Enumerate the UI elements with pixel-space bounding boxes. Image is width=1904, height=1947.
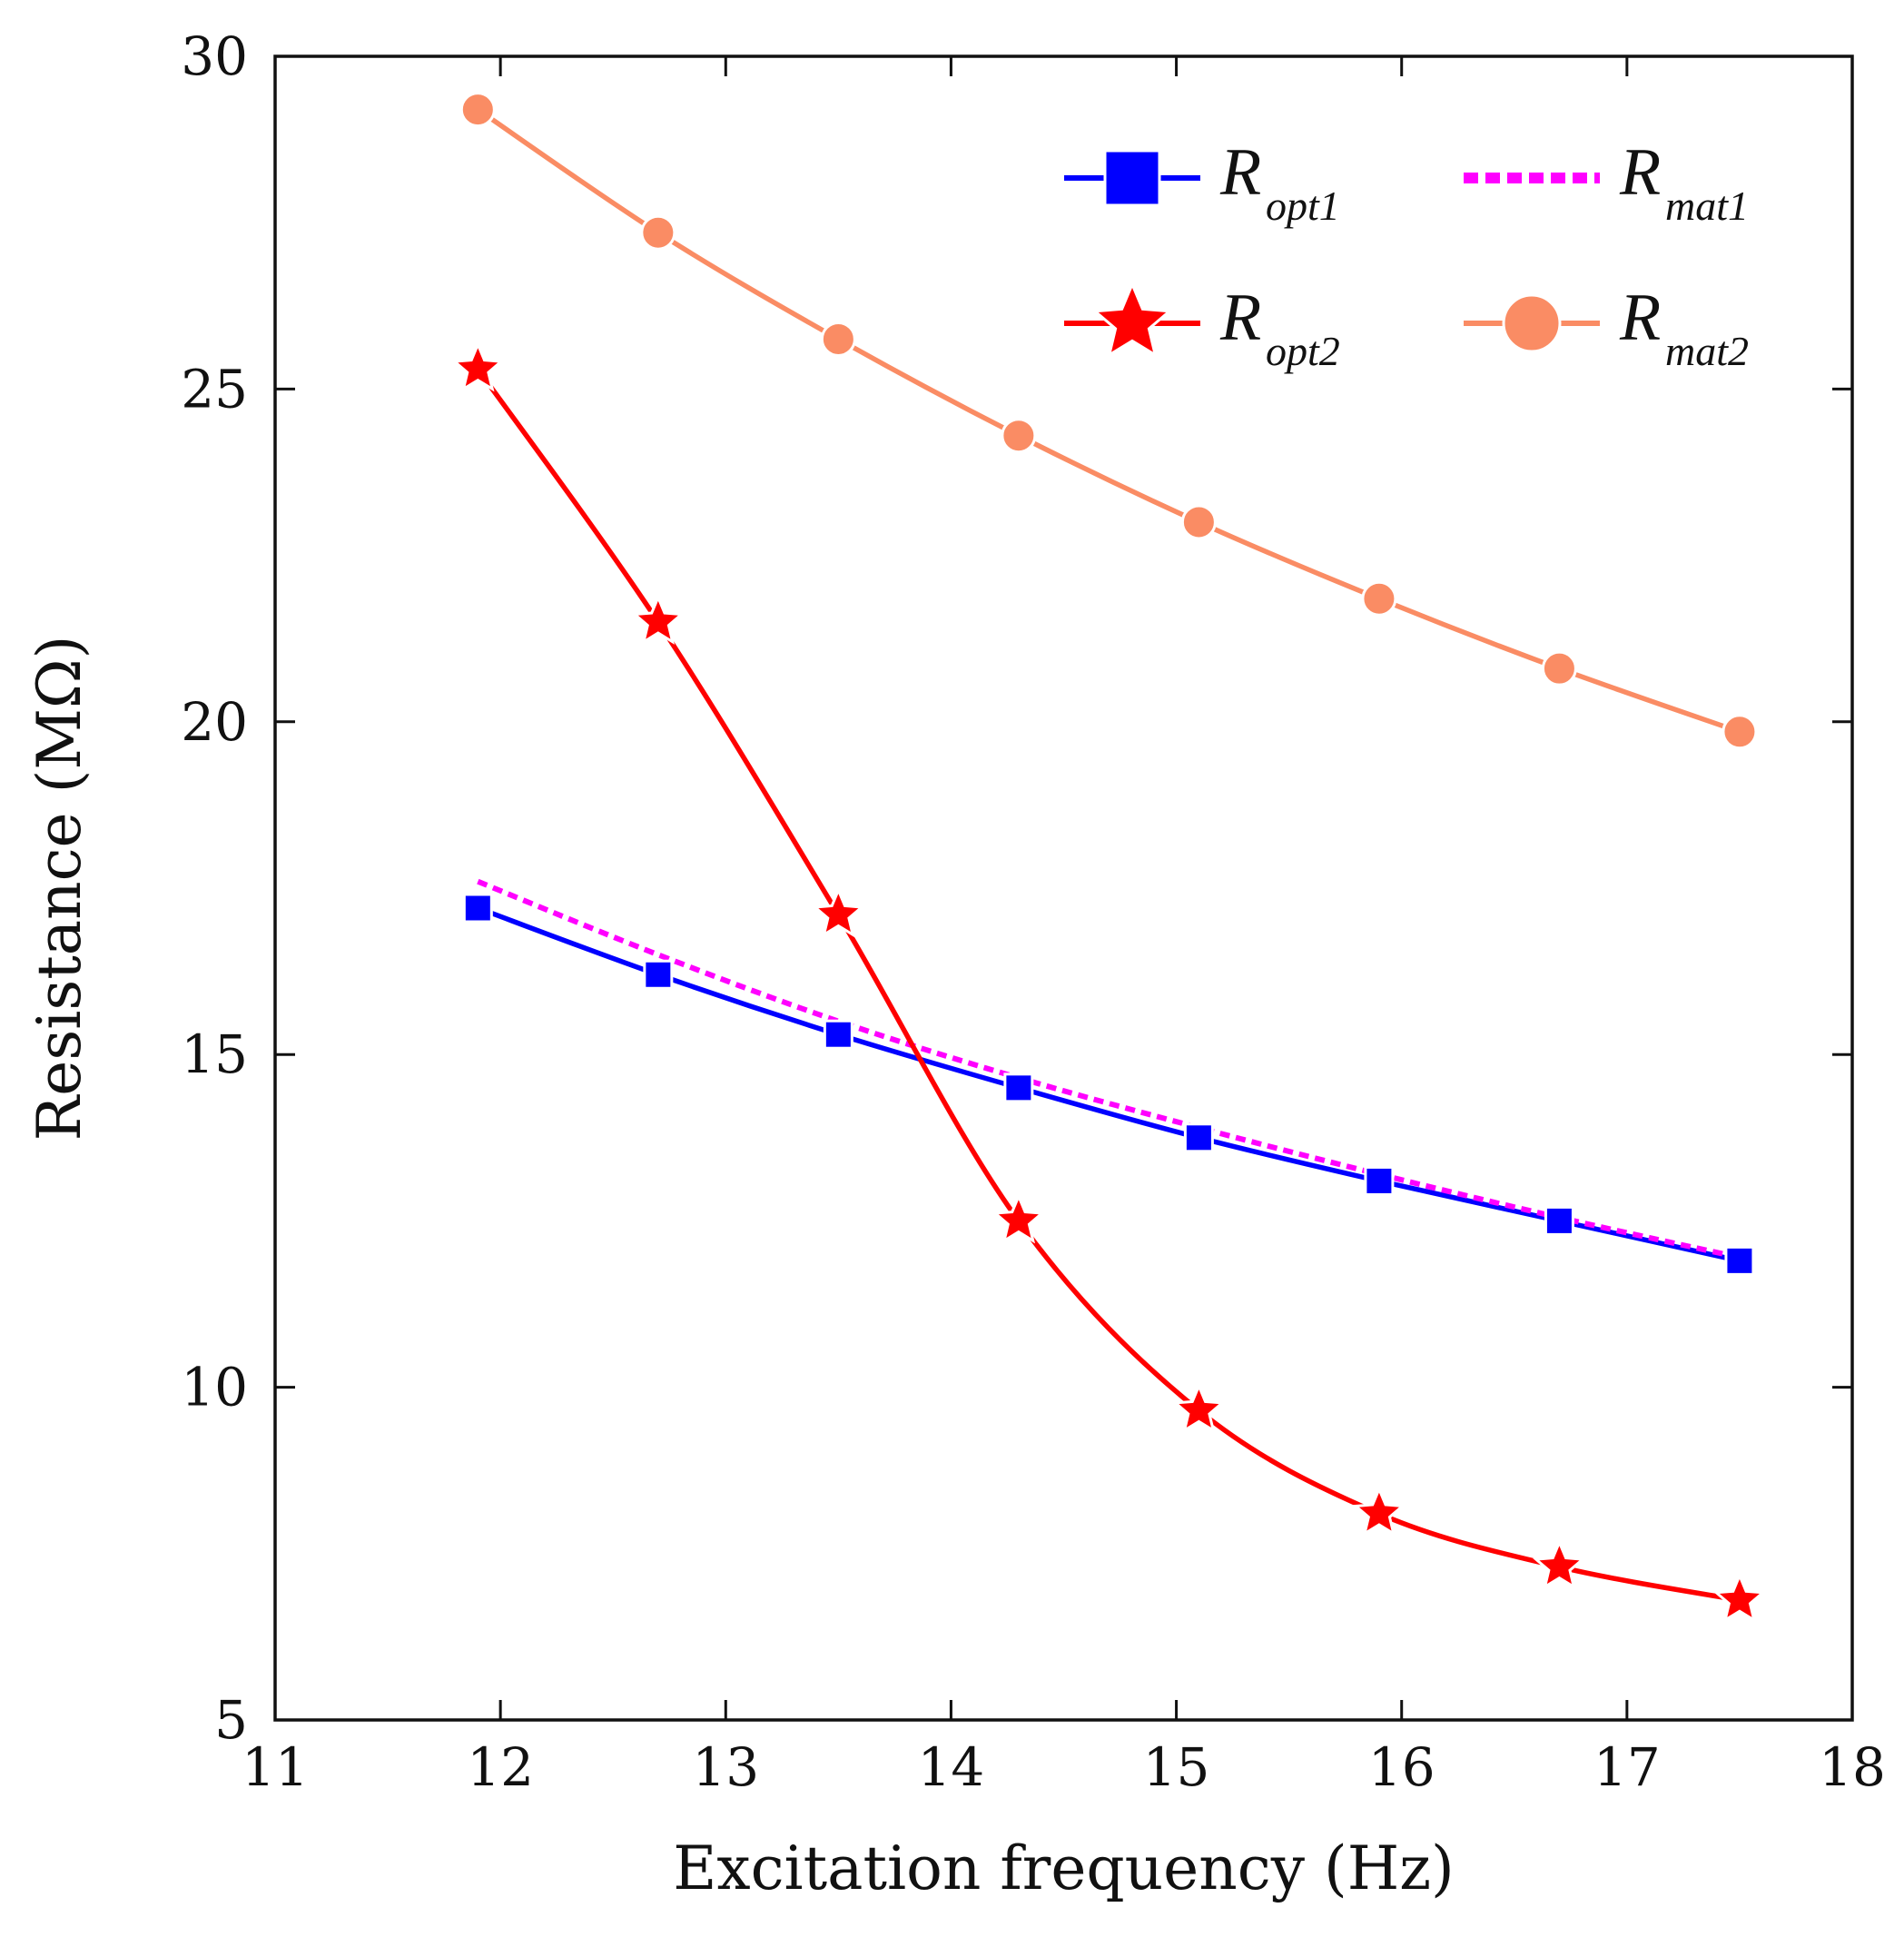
x-tick-label: 17 bbox=[1593, 1736, 1661, 1798]
data-point-r-opt1 bbox=[1003, 1072, 1034, 1103]
data-point-r-mat2 bbox=[640, 214, 676, 251]
x-tick-label: 14 bbox=[918, 1736, 985, 1798]
y-tick-label: 25 bbox=[181, 358, 248, 420]
plot-lines bbox=[476, 107, 1741, 1603]
x-tick-label: 16 bbox=[1368, 1736, 1435, 1798]
data-point-r-opt2 bbox=[811, 886, 865, 938]
y-tick-label: 10 bbox=[181, 1357, 248, 1418]
legend-label-main: R bbox=[1219, 281, 1261, 355]
x-axis-title: Excitation frequency (Hz) bbox=[673, 1833, 1455, 1903]
series-line-r-mat2 bbox=[476, 107, 1741, 735]
legend-label-sub: opt1 bbox=[1266, 183, 1340, 229]
legend-label-sub: opt2 bbox=[1266, 328, 1340, 374]
x-tick-label: 13 bbox=[692, 1736, 759, 1798]
x-tick-label: 11 bbox=[242, 1736, 309, 1798]
plot-markers bbox=[450, 92, 1767, 1624]
data-point-r-opt2 bbox=[1712, 1572, 1767, 1624]
data-point-r-opt1 bbox=[1544, 1205, 1574, 1236]
y-tick-label: 15 bbox=[181, 1023, 248, 1085]
legend-marker-r-opt2 bbox=[1091, 281, 1173, 358]
x-tick-label: 12 bbox=[467, 1736, 534, 1798]
data-point-r-opt1 bbox=[643, 959, 674, 990]
data-point-r-opt1 bbox=[1724, 1245, 1755, 1276]
data-point-r-mat2 bbox=[1541, 650, 1577, 687]
data-point-r-mat2 bbox=[1721, 714, 1758, 750]
data-point-r-mat2 bbox=[1361, 580, 1397, 617]
x-tick-label: 15 bbox=[1143, 1736, 1210, 1798]
legend-label-main: R bbox=[1219, 135, 1261, 210]
data-point-r-opt1 bbox=[823, 1019, 853, 1050]
data-point-r-opt2 bbox=[450, 341, 505, 392]
data-point-r-opt2 bbox=[1533, 1538, 1586, 1590]
series-line-r-mat1 bbox=[477, 878, 1741, 1260]
axis-ticks bbox=[273, 54, 1854, 1722]
data-point-r-mat2 bbox=[459, 92, 496, 128]
legend-label-sub: mat1 bbox=[1665, 183, 1749, 229]
data-point-r-opt1 bbox=[1183, 1122, 1214, 1153]
data-point-r-mat2 bbox=[1001, 418, 1037, 454]
y-tick-label: 20 bbox=[181, 691, 248, 753]
legend-marker-r-mat2 bbox=[1502, 293, 1562, 353]
data-point-r-opt1 bbox=[462, 893, 493, 924]
axis-tick-labels: 11 12 13 14 15 16 17 18 5 10 15 20 25 30 bbox=[181, 25, 1886, 1798]
data-point-r-opt1 bbox=[1364, 1165, 1395, 1196]
legend-label-sub: mat2 bbox=[1665, 328, 1749, 374]
legend-marker-r-opt1 bbox=[1103, 149, 1161, 207]
data-point-r-opt2 bbox=[991, 1192, 1046, 1244]
series-line-r-opt1 bbox=[477, 905, 1741, 1264]
data-point-r-opt2 bbox=[1352, 1485, 1406, 1537]
y-tick-label: 30 bbox=[181, 25, 248, 87]
legend-label-main: R bbox=[1619, 135, 1661, 210]
plot-frame bbox=[273, 54, 1854, 1722]
y-axis-title: Resistance (MΩ) bbox=[25, 636, 94, 1142]
legend-label-main: R bbox=[1619, 281, 1661, 355]
data-point-r-mat2 bbox=[820, 321, 856, 357]
data-point-r-mat2 bbox=[1180, 504, 1217, 540]
data-point-r-opt2 bbox=[1171, 1382, 1226, 1434]
data-point-r-opt2 bbox=[631, 593, 686, 645]
y-tick-label: 5 bbox=[214, 1689, 248, 1751]
x-tick-label: 18 bbox=[1819, 1736, 1886, 1798]
